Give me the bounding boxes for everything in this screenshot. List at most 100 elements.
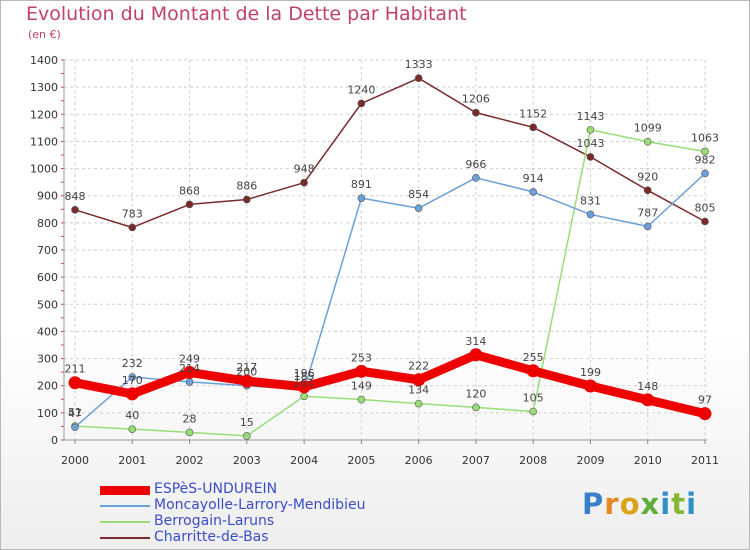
data-label: 982 <box>695 153 716 166</box>
data-label: 148 <box>637 380 658 393</box>
y-tick-label: 1400 <box>30 54 58 67</box>
data-label: 787 <box>637 206 658 219</box>
series-line-3 <box>74 129 706 437</box>
x-tick-label: 2007 <box>462 454 490 467</box>
y-tick-label: 1300 <box>30 81 58 94</box>
logo-letter: x <box>640 487 661 521</box>
data-label: 211 <box>65 363 86 376</box>
logo-letter: i <box>686 487 698 521</box>
legend-item: ESPèS-UNDUREIN <box>100 481 400 498</box>
data-point <box>414 399 423 408</box>
data-point <box>698 407 712 421</box>
legend-item: Berrogain-Laruns <box>100 513 400 530</box>
y-tick-label: 800 <box>37 217 58 230</box>
data-point <box>414 74 423 82</box>
y-tick-label: 100 <box>37 407 58 420</box>
legend-item: Charritte-de-Bas <box>100 529 400 546</box>
data-point <box>128 373 137 381</box>
data-label: 40 <box>125 409 139 422</box>
x-tick-label: 2004 <box>290 454 318 467</box>
data-point <box>529 407 537 416</box>
data-point <box>583 379 597 393</box>
logo-letter: o <box>619 487 641 521</box>
data-point <box>412 373 426 387</box>
data-label: 28 <box>183 412 197 425</box>
data-point <box>357 395 366 404</box>
logo-letter: P <box>582 487 605 521</box>
data-point <box>357 194 366 202</box>
legend-label: Moncayolle-Larrory-Mendibieu <box>154 497 366 513</box>
data-label: 217 <box>236 361 257 374</box>
x-tick-label: 2002 <box>176 454 204 467</box>
y-tick-label: 900 <box>37 190 58 203</box>
data-label: 253 <box>351 351 372 364</box>
data-point <box>183 365 197 379</box>
data-label: 232 <box>122 357 143 370</box>
x-tick-label: 2011 <box>691 454 719 467</box>
x-tick-label: 2006 <box>405 454 433 467</box>
data-point <box>529 188 537 196</box>
y-tick-label: 300 <box>37 353 58 366</box>
data-label: 255 <box>523 351 544 364</box>
data-label: 105 <box>523 392 544 405</box>
data-label: 914 <box>523 172 544 185</box>
data-point <box>357 99 366 108</box>
data-label: 149 <box>351 380 372 393</box>
data-point <box>701 169 709 178</box>
data-point <box>71 206 79 214</box>
y-tick-label: 200 <box>37 380 58 393</box>
data-point <box>125 387 139 401</box>
data-point <box>300 392 308 401</box>
data-point <box>354 364 368 378</box>
data-label: 886 <box>236 180 257 193</box>
data-point <box>185 200 194 209</box>
proxiti-logo: Proxiti <box>582 487 697 521</box>
series-line-1 <box>70 350 710 419</box>
data-point <box>701 217 709 226</box>
y-tick-label: 500 <box>37 298 58 311</box>
legend-item: Moncayolle-Larrory-Mendibieu <box>100 497 400 514</box>
y-tick-label: 600 <box>37 271 58 284</box>
data-point <box>185 428 194 437</box>
y-tick-label: 400 <box>37 325 58 338</box>
legend: ESPèS-UNDUREIN Moncayolle-Larrory-Mendibi… <box>100 481 400 546</box>
legend-swatch <box>100 521 150 523</box>
logo-letter: i <box>660 487 672 521</box>
data-point <box>643 186 652 195</box>
data-point <box>185 378 194 386</box>
data-label: 185 <box>294 370 315 383</box>
x-tick-label: 2005 <box>347 454 375 467</box>
x-tick-label: 2010 <box>634 454 662 467</box>
data-label: 805 <box>695 202 716 215</box>
chart-title: Evolution du Montant de la Dette par Hab… <box>26 3 467 25</box>
logo-letter: t <box>671 487 687 521</box>
data-label: 948 <box>294 163 315 176</box>
data-point <box>472 174 480 182</box>
legend-label: Berrogain-Laruns <box>154 513 275 529</box>
y-tick-label: 1000 <box>30 163 58 176</box>
x-tick-label: 2009 <box>576 454 604 467</box>
data-label: 47 <box>68 407 82 420</box>
data-point <box>586 210 595 219</box>
data-label: 1099 <box>634 122 662 135</box>
y-tick-label: 1100 <box>30 135 58 148</box>
data-point <box>240 374 254 388</box>
data-point <box>414 204 423 212</box>
data-point <box>643 137 652 146</box>
data-point <box>701 147 709 156</box>
data-label: 920 <box>637 170 658 183</box>
data-label: 170 <box>122 374 143 387</box>
legend-swatch <box>100 505 150 507</box>
data-label: 222 <box>408 360 429 373</box>
data-label: 120 <box>465 387 486 400</box>
data-point <box>586 153 595 161</box>
data-label: 1206 <box>462 93 490 106</box>
logo-letter: r <box>604 487 620 521</box>
x-tick-label: 2000 <box>61 454 89 467</box>
data-label: 868 <box>179 184 200 197</box>
x-tick-label: 2003 <box>233 454 261 467</box>
data-label: 854 <box>408 188 429 201</box>
data-label: 97 <box>698 394 712 407</box>
data-label: 1240 <box>347 83 375 96</box>
